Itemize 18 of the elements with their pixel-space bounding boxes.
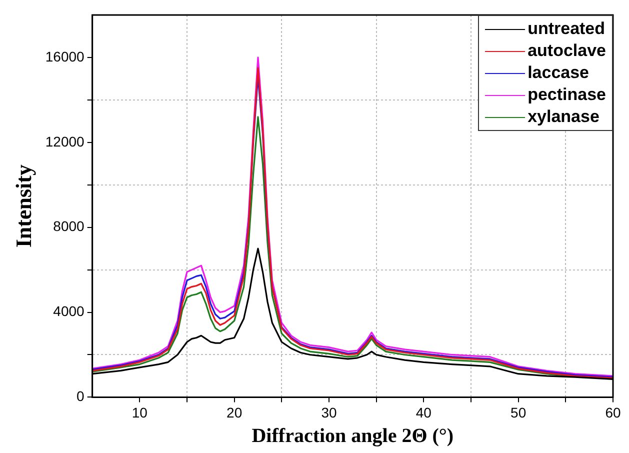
legend-label: untreated [528, 18, 606, 40]
x-tick-label: 10 [132, 404, 148, 420]
y-tick-label: 0 [76, 388, 85, 404]
x-axis-title: Diffraction angle 2Θ (°) [252, 425, 454, 448]
x-tick-label: 30 [321, 404, 337, 420]
y-tick-label: 8000 [53, 218, 85, 234]
legend-label: xylanase [528, 106, 600, 128]
y-tick-label: 16000 [45, 48, 85, 64]
y-tick-label: 12000 [45, 133, 85, 150]
x-tick-label: 50 [510, 404, 526, 420]
y-tick-label: 4000 [53, 303, 85, 320]
x-tick-label: 20 [226, 404, 242, 420]
legend-label: autoclave [528, 40, 606, 62]
y-axis-title: Intensity [10, 164, 36, 248]
x-tick-label: 40 [416, 404, 432, 420]
legend-label: laccase [528, 62, 590, 84]
legend-label: pectinase [528, 84, 606, 106]
x-tick-label: 60 [605, 404, 621, 420]
